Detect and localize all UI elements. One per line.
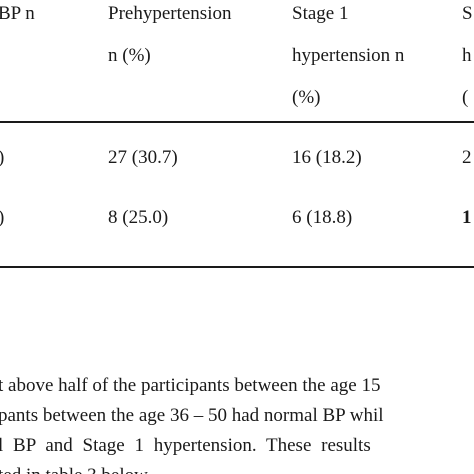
table-bottom-rule: [0, 266, 474, 268]
header-rule: [0, 121, 474, 123]
paragraph-line-3: l BP and Stage 1 hypertension. These res…: [0, 435, 371, 456]
row1-col2: 27 (30.7): [108, 147, 178, 168]
paragraph-line-1: t above half of the participants between…: [0, 375, 381, 396]
row2-col4: 1: [462, 207, 472, 228]
header-col3-line3: (%): [292, 87, 321, 108]
row1-col4: 2: [462, 147, 472, 168]
header-col3-line2: hypertension n: [292, 45, 405, 66]
row1-col3: 16 (18.2): [292, 147, 362, 168]
paragraph-line-2: pants between the age 36 – 50 had normal…: [0, 405, 384, 426]
header-col4-line3: (: [462, 87, 469, 108]
header-col3-line1: Stage 1: [292, 3, 349, 24]
row2-col3: 6 (18.8): [292, 207, 353, 228]
header-col1-line1: BP n: [0, 3, 35, 24]
header-col4-line1: S: [462, 3, 473, 24]
paragraph-line-4: ted in table 3 below.: [0, 466, 151, 474]
row2-col2: 8 (25.0): [108, 207, 169, 228]
header-col2-line1: Prehypertension: [108, 3, 232, 24]
header-col2-line2: n (%): [108, 45, 151, 66]
row1-col1: ): [0, 148, 4, 167]
row2-col1: ): [0, 208, 4, 227]
header-col4-line2: h: [462, 45, 472, 66]
